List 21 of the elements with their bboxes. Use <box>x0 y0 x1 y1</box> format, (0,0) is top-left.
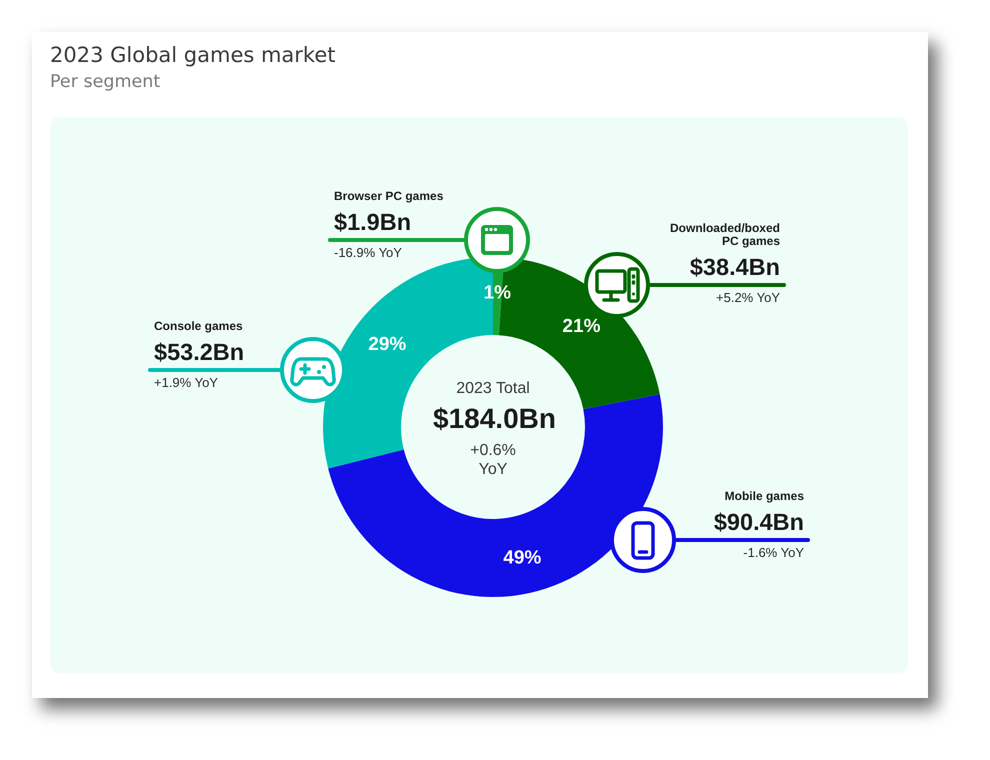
data-label: $53.2Bn <box>154 339 244 366</box>
slice-label: Downloaded/boxed PC games <box>668 221 780 248</box>
text: +0.6% YoY <box>469 441 517 479</box>
text: 29% <box>368 334 406 356</box>
text: $184.0Bn <box>433 403 556 435</box>
chart-subtitle: Per segment <box>50 71 160 93</box>
data-label: $1.9Bn <box>334 209 412 236</box>
text: 21% <box>562 316 600 337</box>
data-label: $90.4Bn <box>714 509 804 536</box>
chart-title: 2023 Global games market <box>50 42 336 68</box>
text: 49% <box>503 547 542 568</box>
slice-label: Browser PC games <box>334 189 444 203</box>
text: -1.6% YoY <box>743 545 804 560</box>
text: -16.9% YoY <box>334 245 402 260</box>
text: +1.9% YoY <box>154 375 218 390</box>
text: +5.2% YoY <box>716 290 780 305</box>
text: 2023 Total <box>455 379 531 399</box>
slice-label: Mobile games <box>724 489 804 503</box>
data-label: $38.4Bn <box>688 254 780 281</box>
slice-label: Console games <box>154 319 244 333</box>
text: 1% <box>484 282 512 304</box>
